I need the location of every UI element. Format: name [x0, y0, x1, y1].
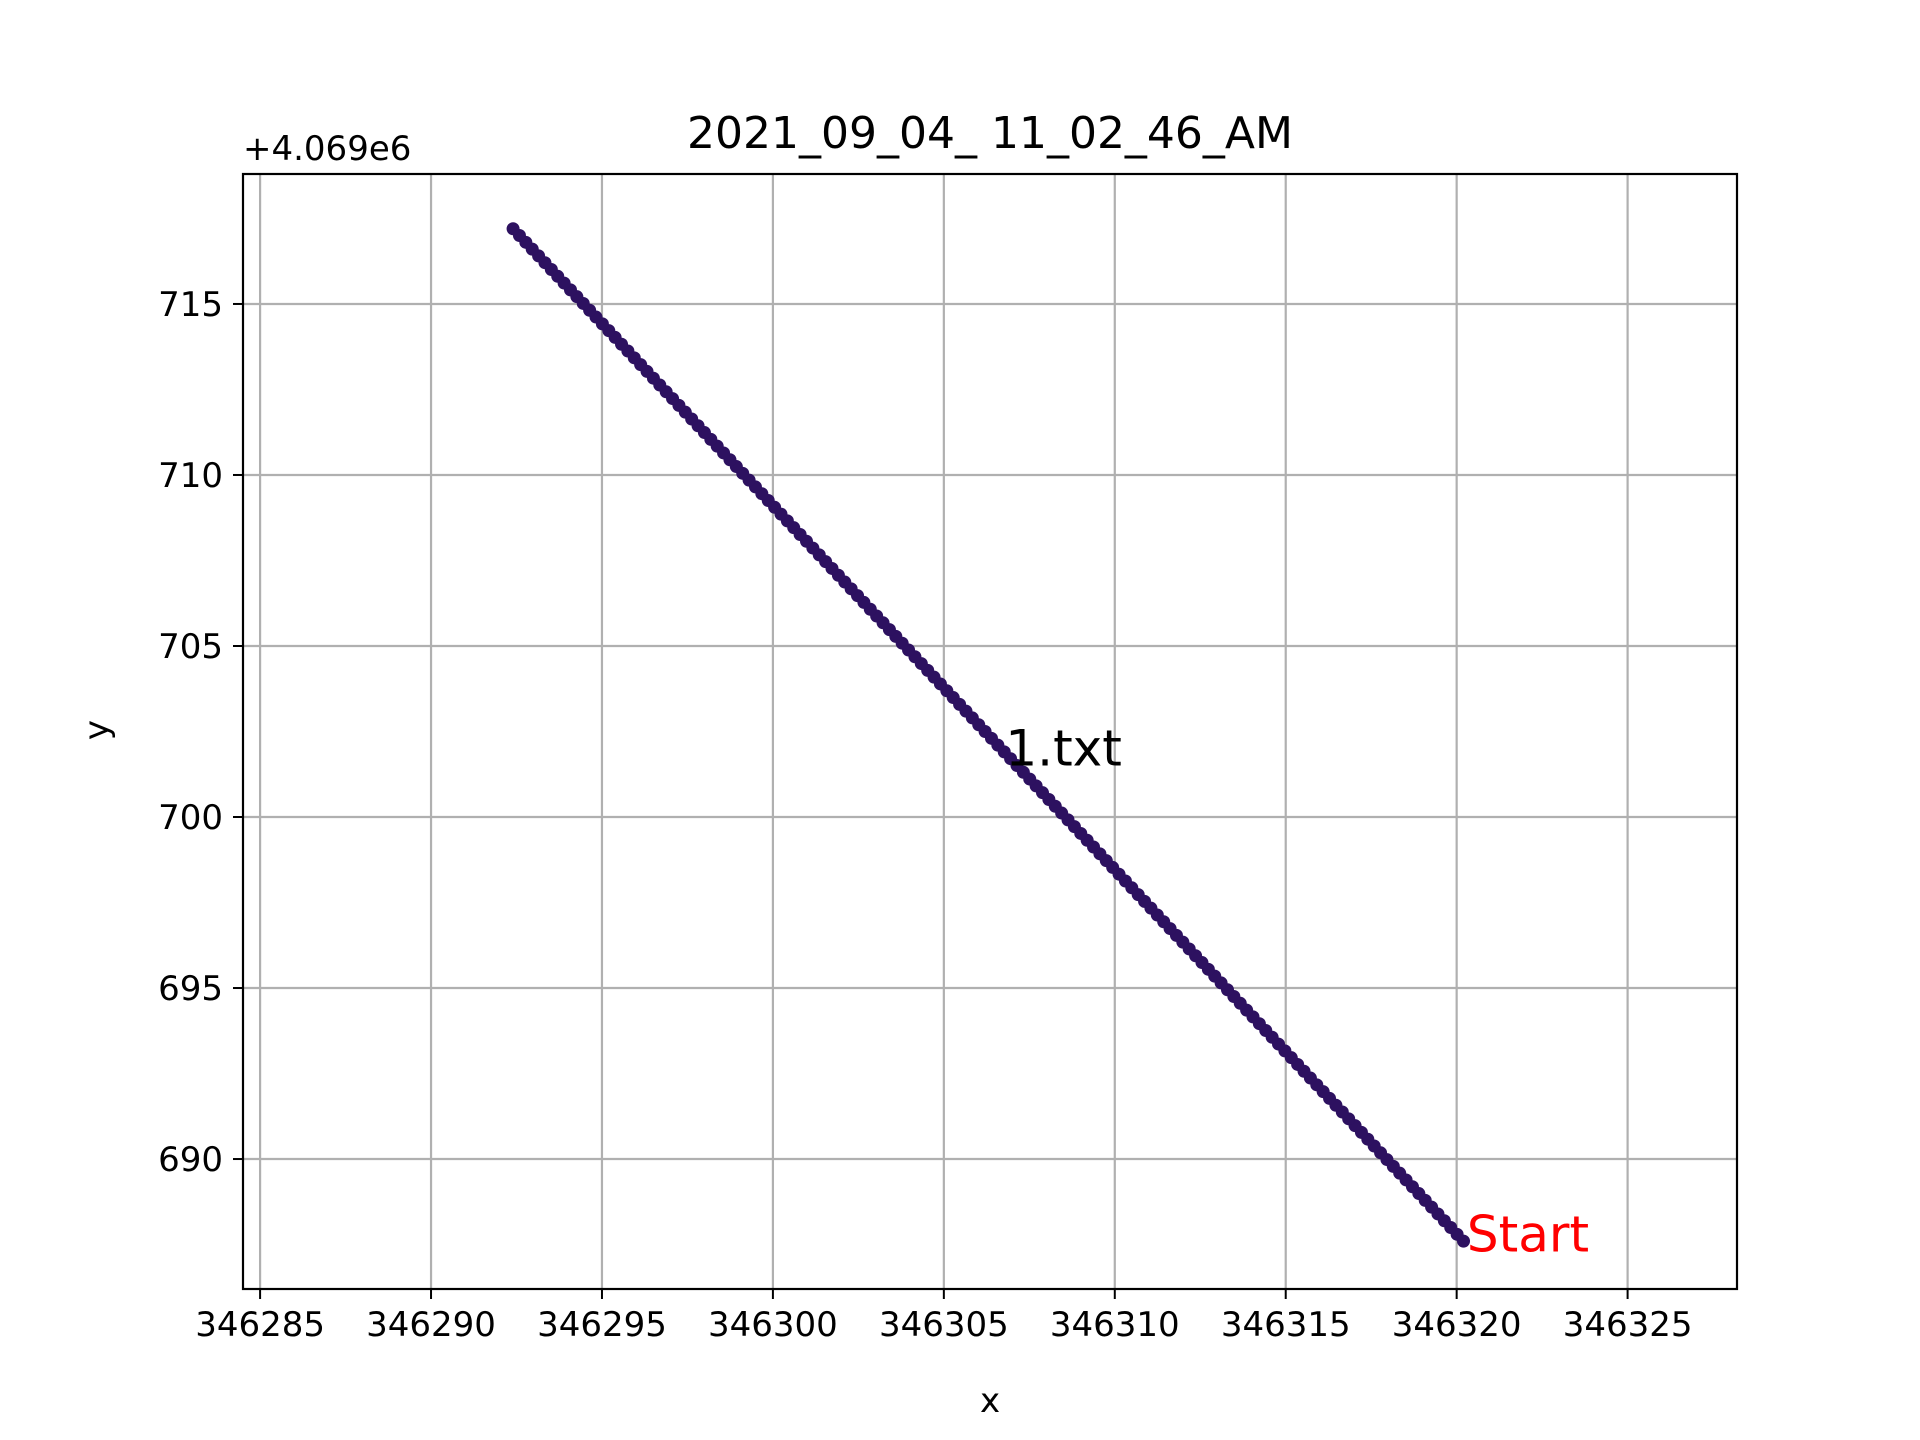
plot-frame [241, 172, 1739, 1291]
x-tick-label: 346310 [1050, 1305, 1180, 1345]
chart-title: 2021_09_04_ 11_02_46_AM [687, 108, 1293, 159]
x-tick-label: 346305 [879, 1305, 1009, 1345]
axis-ticks: 346285 346290 346295 346300 346305 346310 3463… [158, 285, 1692, 1345]
y-tick-label: 715 [158, 285, 223, 325]
data-points [506, 222, 1470, 1248]
x-tick-label: 346295 [537, 1305, 667, 1345]
y-tick-label: 710 [158, 456, 223, 496]
y-axis-label: y [77, 720, 117, 740]
x-tick-label: 346300 [708, 1305, 838, 1345]
annotation-label: 1.txt [1005, 720, 1122, 778]
x-tick-label: 346325 [1563, 1305, 1693, 1345]
x-tick-label: 346315 [1221, 1305, 1351, 1345]
x-tick-label: 346285 [195, 1305, 325, 1345]
annotation-label: Start [1467, 1205, 1589, 1263]
y-tick-label: 700 [158, 798, 223, 838]
x-tick-label: 346320 [1392, 1305, 1522, 1345]
x-axis-label: x [980, 1381, 1000, 1421]
grid [243, 174, 1737, 1289]
data-point [506, 222, 520, 236]
x-tick-label: 346290 [366, 1305, 496, 1345]
y-tick-label: 690 [158, 1140, 223, 1180]
y-offset-label: +4.069e6 [243, 129, 411, 169]
y-tick-label: 695 [158, 969, 223, 1009]
annotations: 1.txt Start [1005, 720, 1589, 1264]
y-tick-label: 705 [158, 627, 223, 667]
